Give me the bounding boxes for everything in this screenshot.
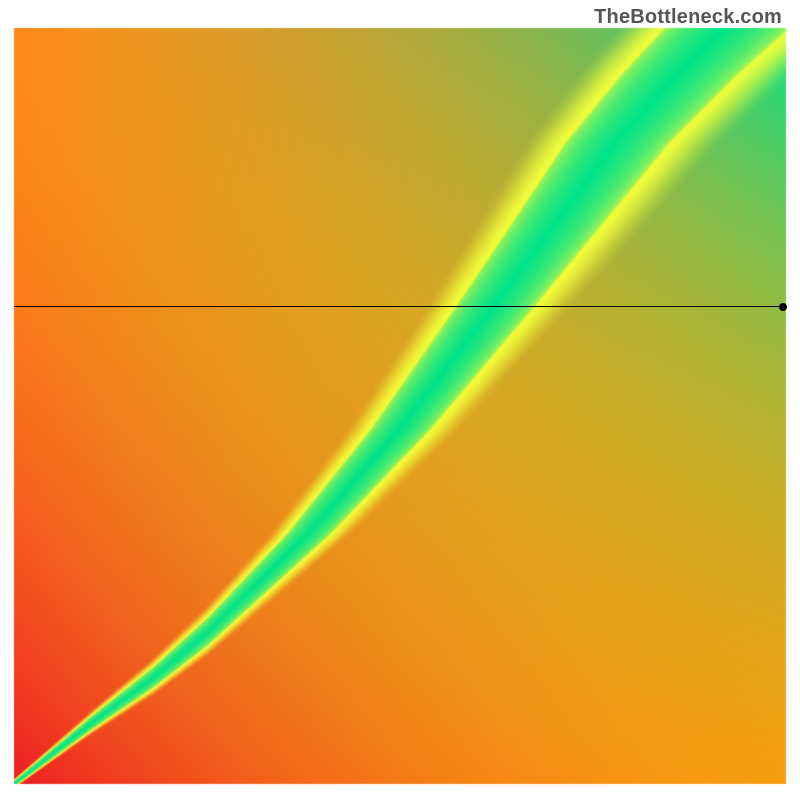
watermark-text: TheBottleneck.com — [594, 6, 782, 29]
chart-container: TheBottleneck.com — [0, 0, 800, 800]
heatmap-canvas — [0, 0, 800, 800]
threshold-line — [14, 306, 786, 307]
threshold-line-endpoint — [779, 303, 787, 311]
